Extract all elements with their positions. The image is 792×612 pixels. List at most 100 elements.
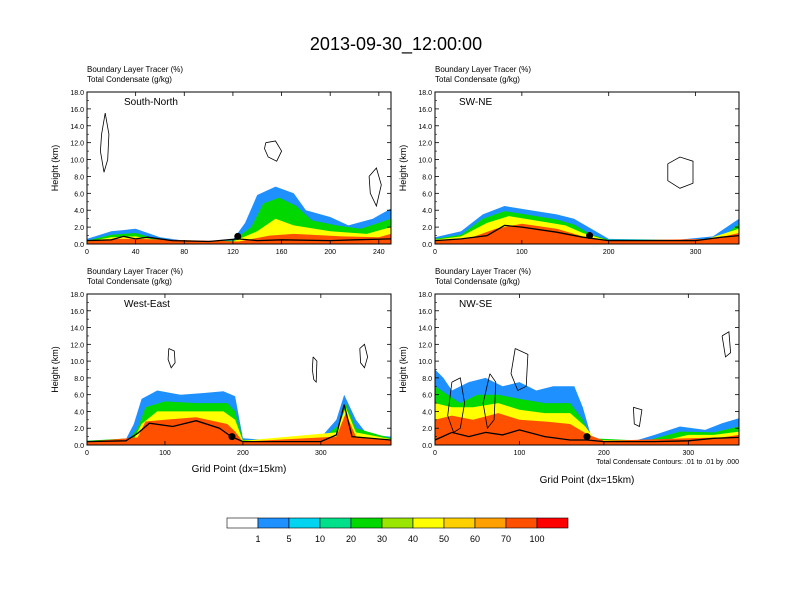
colorbar-swatch <box>536 517 569 529</box>
condensate-contour-2 <box>368 167 382 208</box>
ytick-label: 6.0 <box>74 191 84 198</box>
ytick-label: 6.0 <box>422 393 432 400</box>
location-marker <box>228 433 236 441</box>
xtick-label: 100 <box>159 450 171 457</box>
ytick-label: 16.0 <box>418 107 432 114</box>
colorbar-swatch <box>381 517 414 529</box>
location-marker <box>586 232 594 240</box>
xtick-label: 200 <box>237 450 249 457</box>
ytick-label: 18.0 <box>418 90 432 97</box>
ytick-label: 0.0 <box>74 242 84 249</box>
colorbar-swatch <box>443 517 476 529</box>
xtick-label: 0 <box>85 450 89 457</box>
plot-area <box>87 92 391 244</box>
ytick-label: 8.0 <box>74 174 84 181</box>
colorbar-label: 20 <box>346 534 356 544</box>
ytick-label: 4.0 <box>74 409 84 416</box>
colorbar-label: 100 <box>529 534 544 544</box>
y-axis-label: Height (km) <box>398 145 408 192</box>
ytick-label: 14.0 <box>418 124 432 131</box>
colorbar-swatch <box>350 517 383 529</box>
ytick-label: 2.0 <box>422 225 432 232</box>
xtick-label: 0 <box>85 249 89 256</box>
ytick-label: 10.0 <box>70 359 84 366</box>
plot-background <box>87 92 391 244</box>
plot-area <box>435 92 739 244</box>
ytick-label: 18.0 <box>70 292 84 299</box>
condensate-contour-1 <box>264 140 283 162</box>
panel-label: NW-SE <box>459 299 492 310</box>
subtitle-tracer: Boundary Layer Tracer (%) <box>435 267 531 276</box>
tracer-band-3 <box>435 413 739 445</box>
xtick-label: 160 <box>276 249 288 256</box>
condensate-contour-3 <box>633 406 643 428</box>
condensate-contour-1 <box>482 373 497 430</box>
condensate-contour-2 <box>359 343 369 369</box>
subtitle-tracer: Boundary Layer Tracer (%) <box>87 65 183 74</box>
tracer-band-3 <box>87 233 391 244</box>
ytick-label: 4.0 <box>74 208 84 215</box>
colorbar: 1 5 10 20 30 40 50 60 70 100 <box>226 517 569 544</box>
panel-south-north: 0.0 2.0 4.0 6.0 8.0 10.0 12.0 14.0 16.0 18.0 0 40 80… <box>50 65 392 256</box>
colorbar-swatch <box>412 517 445 529</box>
panel-west-east: 0.0 2.0 4.0 6.0 8.0 10.0 12.0 14.0 16.0 18.0 0 100 2… <box>50 267 392 475</box>
ytick-label: 6.0 <box>74 393 84 400</box>
panel-nw-se: 0.0 2.0 4.0 6.0 8.0 10.0 12.0 14.0 16.0 18.0 0 100 2… <box>398 267 740 486</box>
colorbar-swatch <box>505 517 538 529</box>
xtick-label: 200 <box>324 249 336 256</box>
colorbar-swatch <box>474 517 507 529</box>
ytick-label: 0.0 <box>74 443 84 450</box>
terrain-line <box>435 224 739 242</box>
xtick-label: 100 <box>516 249 528 256</box>
xtick-label: 80 <box>180 249 188 256</box>
ytick-label: 2.0 <box>74 225 84 232</box>
colorbar-label: 50 <box>439 534 449 544</box>
ytick-label: 12.0 <box>70 342 84 349</box>
colorbar-label: 60 <box>470 534 480 544</box>
ytick-label: 18.0 <box>70 90 84 97</box>
panels: 0.0 2.0 4.0 6.0 8.0 10.0 12.0 14.0 16.0 18.0 0 40 80… <box>50 65 740 486</box>
colorbar-label: 5 <box>286 534 291 544</box>
colorbar-label: 40 <box>408 534 418 544</box>
colorbar-swatch <box>257 517 290 529</box>
xtick-label: 120 <box>227 249 239 256</box>
condensate-contour-1 <box>311 356 318 384</box>
terrain-line <box>435 429 739 443</box>
y-axis-label: Height (km) <box>50 346 60 393</box>
xtick-label: 300 <box>690 249 702 256</box>
ytick-label: 18.0 <box>418 292 432 299</box>
condensate-contour-0 <box>99 113 110 173</box>
ytick-label: 10.0 <box>70 158 84 165</box>
ytick-label: 4.0 <box>422 409 432 416</box>
xtick-label: 200 <box>598 450 610 457</box>
panel-label: South-North <box>124 97 178 108</box>
tracer-band-3 <box>435 223 739 244</box>
subtitle-condensate: Total Condensate (g/kg) <box>87 75 172 84</box>
ytick-label: 12.0 <box>70 141 84 148</box>
ytick-label: 2.0 <box>422 426 432 433</box>
colorbar-label: 1 <box>255 534 260 544</box>
ytick-label: 8.0 <box>422 376 432 383</box>
footnote: Total Condensate Contours: .01 to .01 by… <box>596 459 739 466</box>
xtick-label: 0 <box>433 249 437 256</box>
ytick-label: 14.0 <box>70 326 84 333</box>
subtitle-tracer: Boundary Layer Tracer (%) <box>435 65 531 74</box>
ytick-label: 16.0 <box>70 107 84 114</box>
colorbar-swatch <box>319 517 352 529</box>
subtitle-condensate: Total Condensate (g/kg) <box>435 277 520 286</box>
terrain-line <box>87 404 391 443</box>
ytick-label: 16.0 <box>418 309 432 316</box>
ytick-label: 12.0 <box>418 141 432 148</box>
colorbar-swatch <box>226 517 259 529</box>
ytick-label: 12.0 <box>418 342 432 349</box>
ytick-label: 4.0 <box>422 208 432 215</box>
condensate-contour-4 <box>721 331 732 358</box>
ytick-label: 2.0 <box>74 426 84 433</box>
ytick-label: 8.0 <box>422 174 432 181</box>
xtick-label: 0 <box>433 450 437 457</box>
panel-label: SW-NE <box>459 97 492 108</box>
xtick-label: 300 <box>682 450 694 457</box>
panel-label: West-East <box>124 299 170 310</box>
ytick-label: 14.0 <box>418 326 432 333</box>
y-axis-label: Height (km) <box>398 346 408 393</box>
